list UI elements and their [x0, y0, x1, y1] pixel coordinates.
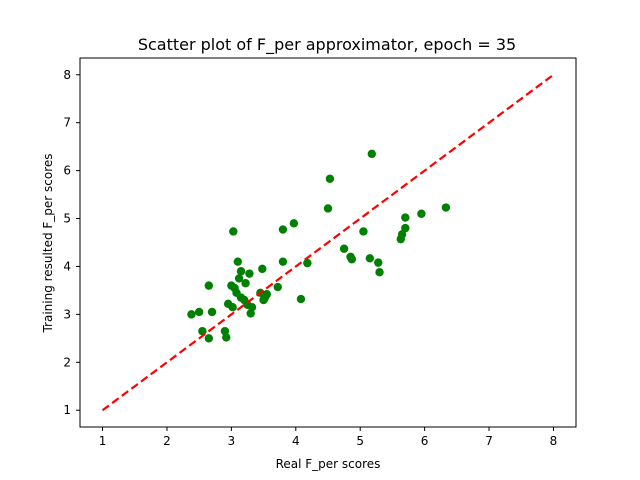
data-point: [347, 255, 357, 264]
data-point: [339, 244, 349, 253]
x-tick-label: 3: [228, 434, 236, 448]
data-point: [233, 257, 243, 266]
data-point: [273, 282, 282, 292]
data-point: [365, 254, 375, 263]
data-point: [397, 230, 407, 239]
y-tick-label: 6: [63, 164, 71, 178]
data-point: [296, 294, 306, 304]
data-point: [207, 307, 217, 317]
data-point: [401, 223, 410, 233]
y-tick-label: 1: [63, 403, 71, 417]
y-tick-label: 2: [63, 355, 71, 369]
y-tick-label: 3: [63, 307, 71, 321]
data-point: [323, 204, 333, 213]
data-point: [401, 213, 410, 222]
data-point: [262, 290, 272, 299]
data-point: [204, 334, 214, 343]
data-point: [325, 174, 335, 183]
data-point: [247, 302, 257, 312]
x-tick-label: 7: [485, 434, 493, 448]
data-point: [228, 302, 237, 312]
axes-frame: [79, 57, 577, 428]
data-point: [236, 267, 246, 276]
plot-area: [101, 73, 555, 412]
data-point: [187, 310, 196, 319]
x-tick-label: 5: [356, 434, 364, 448]
data-point: [278, 257, 288, 266]
data-point: [289, 219, 299, 228]
data-point: [245, 269, 254, 278]
y-tick-label: 8: [63, 68, 71, 82]
data-point: [258, 264, 267, 274]
x-axis-label: Real F_per scores: [276, 457, 381, 471]
data-point: [417, 209, 426, 218]
data-point: [367, 149, 377, 159]
x-tick-label: 4: [292, 434, 300, 448]
y-axis: 1 2 3 4 5 6 7 8: [63, 68, 80, 417]
x-tick-label: 2: [163, 434, 171, 448]
reference-line: [101, 73, 555, 412]
data-point: [194, 307, 204, 317]
data-point: [374, 258, 383, 267]
data-point: [246, 309, 255, 318]
x-tick-label: 1: [99, 434, 107, 448]
data-point: [204, 281, 214, 290]
y-tick-label: 4: [63, 259, 71, 273]
data-point: [220, 326, 230, 336]
x-tick-label: 8: [550, 434, 558, 448]
data-point: [278, 225, 288, 234]
data-point: [222, 333, 231, 342]
data-point: [441, 203, 451, 212]
x-tick-label: 6: [421, 434, 429, 448]
data-point: [375, 268, 384, 277]
data-point: [229, 227, 238, 236]
x-axis: 1 2 3 4 5 6 7 8: [99, 427, 558, 448]
data-point: [359, 227, 368, 236]
y-axis-label: Training resulted F_per scores: [41, 153, 55, 333]
y-tick-label: 7: [63, 116, 71, 130]
data-point: [241, 279, 250, 288]
y-tick-label: 5: [63, 212, 71, 226]
chart-title: Scatter plot of F_per approximator, epoc…: [138, 35, 516, 55]
data-point: [303, 258, 312, 268]
data-point: [234, 274, 244, 283]
